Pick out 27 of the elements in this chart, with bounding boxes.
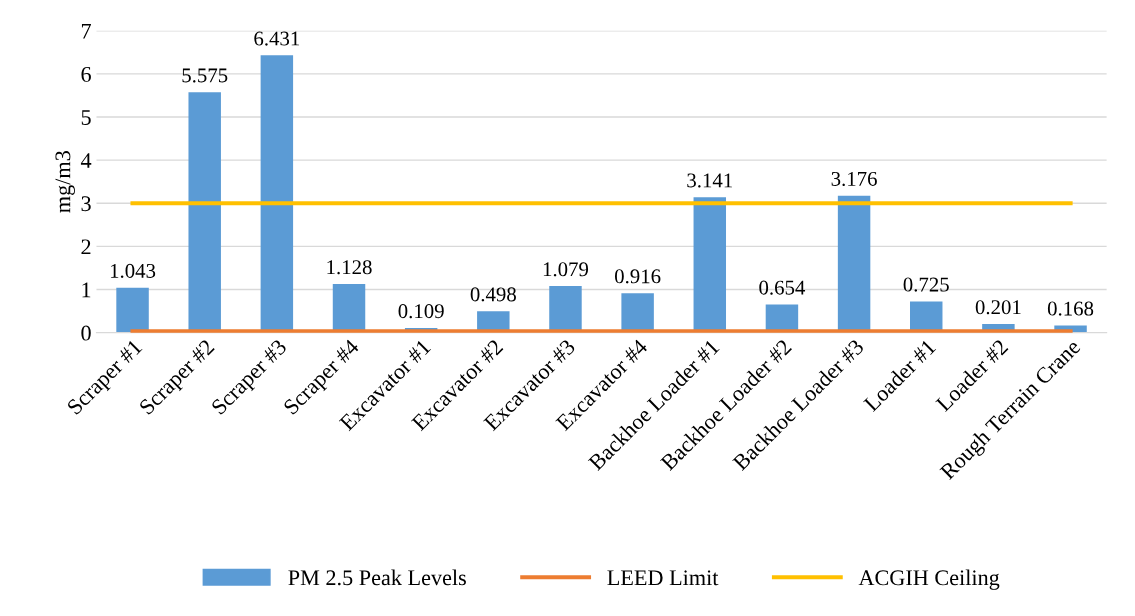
data-label: 0.654 — [759, 280, 806, 295]
data-label: 1.079 — [543, 262, 589, 277]
data-label: 0.725 — [903, 277, 949, 292]
data-label: 0.168 — [1047, 301, 1094, 316]
data-label: 0.498 — [470, 287, 516, 302]
y-tick-label: 1 — [82, 282, 91, 298]
data-label: 1.128 — [327, 260, 372, 275]
data-label: 0.109 — [398, 304, 444, 319]
legend-label: PM 2.5 Peak Levels — [288, 569, 466, 586]
bar — [116, 287, 149, 333]
data-label: 1.043 — [110, 263, 156, 278]
data-label: 5.575 — [182, 68, 228, 83]
y-axis-title: mg/m3 — [55, 151, 75, 213]
y-tick-label: 5 — [81, 110, 91, 125]
y-tick-label: 2 — [81, 239, 91, 255]
legend-label: LEED Limit — [607, 570, 719, 586]
data-label: 0.201 — [975, 300, 1021, 315]
data-label: 6.431 — [254, 31, 300, 46]
legend-label: ACGIH Ceiling — [858, 569, 1000, 590]
y-tick-label: 3 — [81, 196, 91, 212]
y-tick-label: 6 — [81, 66, 91, 82]
data-label: 3.141 — [687, 173, 732, 188]
y-tick-label: 4 — [80, 153, 92, 168]
data-label: 0.916 — [614, 269, 661, 284]
y-tick-label: 0 — [81, 325, 91, 341]
y-tick-label: 7 — [81, 23, 91, 39]
data-label: 3.176 — [831, 171, 877, 186]
